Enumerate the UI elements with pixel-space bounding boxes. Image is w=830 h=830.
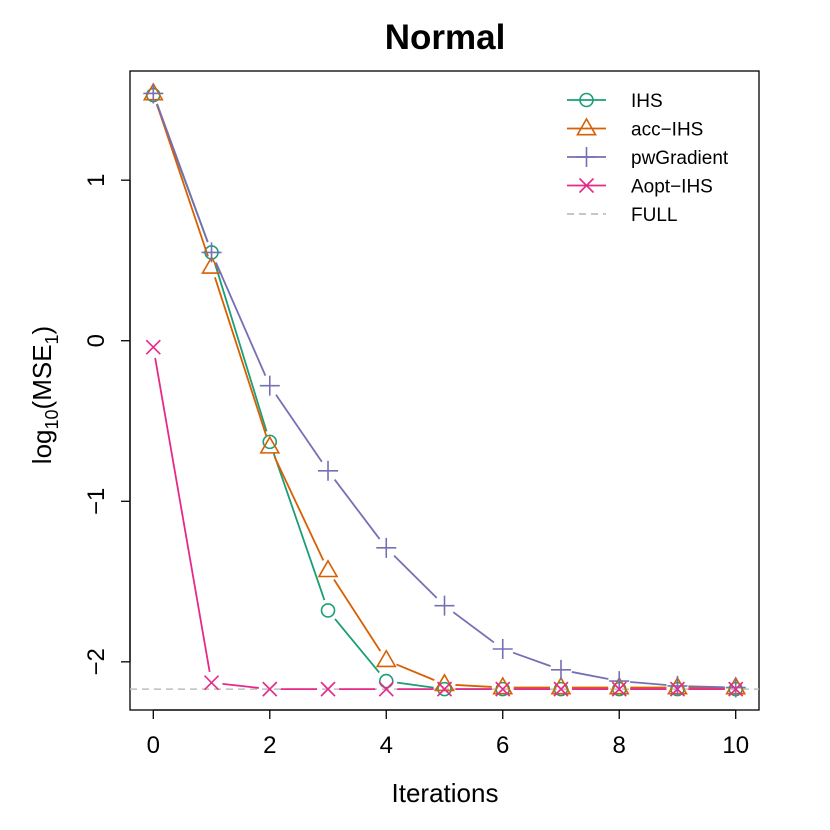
legend: IHS acc−IHS pwGradient Aopt−IHS FULL (567, 91, 729, 226)
y-axis: −2 −1 0 1 (83, 173, 131, 676)
data-point-cross (262, 681, 278, 697)
x-axis-label: Iterations (392, 778, 499, 808)
data-point-triangle (576, 117, 597, 136)
y-tick-label: −1 (83, 488, 110, 515)
data-point-plus (143, 83, 164, 104)
data-point-plus (576, 147, 597, 167)
y-axis-label: log10(MSE1) (27, 326, 62, 464)
series-line-segment (571, 671, 609, 680)
series-aopt-ihs (145, 339, 744, 697)
data-point-cross (669, 681, 686, 697)
data-point-cross (553, 681, 569, 697)
data-point-triangle (492, 676, 514, 695)
series-line-segment (393, 554, 438, 599)
x-tick-label: 8 (613, 732, 626, 759)
series-line-segment (688, 685, 725, 689)
data-point-cross (203, 675, 220, 691)
series-line-segment (154, 357, 211, 673)
data-point-cross (320, 681, 336, 697)
series-line-segment (333, 479, 381, 540)
y-tick-label: 1 (83, 173, 110, 186)
chart-title: Normal (385, 18, 506, 57)
data-point-plus (667, 675, 688, 696)
series-acc-ihs (142, 82, 747, 695)
data-point-cross (436, 681, 453, 697)
series-line-segment (156, 103, 209, 243)
data-point-cross (728, 681, 744, 697)
series-line-segment (334, 618, 380, 674)
data-point-circle (320, 603, 336, 618)
legend-label: acc−IHS (631, 120, 703, 141)
legend-label: IHS (631, 91, 663, 112)
series-line-segment (452, 611, 495, 644)
series-line-segment (272, 451, 326, 601)
series-line-segment (397, 681, 434, 689)
data-point-plus (609, 671, 630, 692)
data-point-triangle (608, 676, 630, 695)
series-line-segment (275, 394, 323, 463)
x-tick-label: 4 (380, 732, 393, 759)
series-line-segment (214, 277, 268, 437)
data-point-circle (378, 673, 394, 689)
y-axis-label-sub2: 1 (42, 334, 62, 344)
data-point-circle (262, 434, 278, 450)
data-point-plus (376, 537, 397, 558)
series-line-segment (222, 683, 259, 689)
legend-label: FULL (631, 205, 677, 226)
series-line-segment (155, 103, 209, 257)
series-line-segment (455, 684, 492, 688)
data-point-plus (550, 659, 571, 680)
legend-item: FULL (567, 205, 677, 226)
y-axis-label-log: log (27, 430, 57, 465)
series-line-segment (215, 262, 267, 376)
series-line-segment (396, 663, 435, 681)
legend-item: IHS (567, 91, 663, 112)
y-tick-label: 0 (83, 334, 110, 347)
y-axis-label-mse: (MSE (27, 344, 57, 409)
data-point-plus (318, 460, 339, 481)
data-point-cross (145, 339, 161, 355)
series-line-segment (333, 579, 382, 652)
legend-label: pwGradient (631, 148, 729, 169)
legend-label: Aopt−IHS (631, 177, 713, 198)
data-point-cross (495, 681, 511, 697)
series-line-segment (630, 681, 667, 686)
legend-item: Aopt−IHS (567, 177, 713, 198)
series-group (142, 82, 747, 698)
x-tick-label: 10 (722, 732, 749, 759)
series-line-segment (273, 456, 325, 561)
x-axis: 0 2 4 6 8 10 (147, 709, 749, 759)
data-point-plus (492, 638, 513, 659)
data-point-cross (578, 177, 595, 194)
data-point-plus (725, 677, 746, 698)
data-point-triangle (317, 559, 339, 578)
data-point-circle (579, 92, 594, 108)
x-tick-label: 2 (263, 732, 276, 759)
y-axis-label-close: ) (27, 326, 57, 335)
data-point-triangle (434, 673, 455, 692)
data-point-circle (437, 681, 452, 697)
series-pwgradient (143, 83, 746, 698)
series-line-segment (512, 651, 551, 667)
y-axis-label-sub1: 10 (42, 409, 62, 429)
data-point-cross (378, 681, 394, 697)
data-point-plus (201, 242, 222, 263)
data-point-triangle (550, 676, 572, 695)
data-point-plus (434, 595, 455, 616)
data-point-triangle (201, 255, 222, 274)
legend-item: pwGradient (567, 147, 729, 169)
data-point-triangle (259, 435, 281, 454)
y-tick-label: −2 (83, 648, 110, 675)
legend-item: acc−IHS (567, 117, 703, 141)
data-point-triangle (375, 649, 397, 668)
x-tick-label: 6 (496, 732, 509, 759)
data-point-plus (259, 375, 280, 396)
series-line-segment (213, 262, 268, 432)
data-point-cross (611, 681, 627, 697)
x-tick-label: 0 (147, 732, 160, 759)
